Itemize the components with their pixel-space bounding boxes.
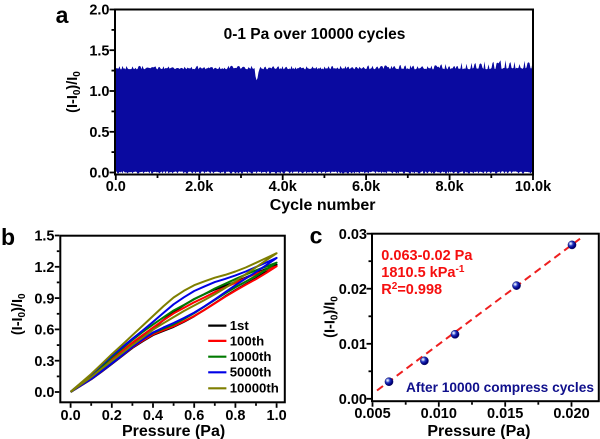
svg-text:5000th: 5000th [230,365,272,380]
svg-text:1.5: 1.5 [89,44,109,60]
svg-text:0.0: 0.0 [61,408,81,424]
svg-text:1.0: 1.0 [89,84,109,100]
svg-text:1000th: 1000th [230,349,272,364]
svg-text:(I-I0)/I0: (I-I0)/I0 [65,71,83,113]
svg-text:0.010: 0.010 [421,406,457,422]
svg-text:Cycle number: Cycle number [270,197,376,214]
svg-text:100th: 100th [230,333,264,348]
svg-text:4.0k: 4.0k [269,179,298,195]
svg-text:0.01: 0.01 [339,337,367,353]
svg-text:0.2: 0.2 [102,408,122,424]
svg-text:6.0k: 6.0k [352,179,381,195]
svg-text:R2=0.998: R2=0.998 [381,281,442,298]
svg-text:0.005: 0.005 [354,406,390,422]
svg-text:0.063-0.02 Pa: 0.063-0.02 Pa [381,248,473,264]
svg-text:0.03: 0.03 [339,227,367,243]
svg-text:10.0k: 10.0k [515,179,552,195]
svg-text:0.015: 0.015 [487,406,523,422]
svg-text:1.2: 1.2 [34,260,54,276]
svg-text:Pressure (Pa): Pressure (Pa) [122,423,225,439]
svg-text:2.0k: 2.0k [185,179,214,195]
svg-text:2.0: 2.0 [89,3,109,19]
svg-text:(I-I0)/I0: (I-I0)/I0 [10,293,28,335]
svg-text:0.3: 0.3 [34,354,54,370]
svg-text:0.4: 0.4 [143,408,163,424]
svg-text:1st: 1st [230,318,250,333]
svg-text:0.0: 0.0 [89,166,109,182]
svg-text:8.0k: 8.0k [435,179,464,195]
svg-text:a: a [56,2,69,28]
svg-text:0.0: 0.0 [106,179,126,195]
svg-text:0-1 Pa over 10000 cycles: 0-1 Pa over 10000 cycles [224,26,406,43]
svg-text:1810.5 kPa-1: 1810.5 kPa-1 [381,264,465,281]
svg-text:0.6: 0.6 [184,408,204,424]
svg-text:0.5: 0.5 [89,125,109,141]
svg-text:Pressure (Pa): Pressure (Pa) [427,423,530,439]
svg-text:0.02: 0.02 [339,282,367,298]
svg-text:0.00: 0.00 [339,392,367,408]
svg-text:b: b [1,224,15,250]
svg-text:(I-I0)/I0: (I-I0)/I0 [323,296,341,338]
svg-text:1.5: 1.5 [34,229,54,245]
svg-text:0.9: 0.9 [34,291,54,307]
svg-text:c: c [310,223,323,249]
svg-text:0.8: 0.8 [225,408,245,424]
svg-text:0.6: 0.6 [34,323,54,339]
svg-text:10000th: 10000th [230,381,279,396]
svg-text:After 10000 compress cycles: After 10000 compress cycles [406,380,594,395]
svg-text:0.0: 0.0 [34,385,54,401]
svg-text:1.0: 1.0 [267,408,287,424]
svg-text:0.020: 0.020 [553,406,589,422]
